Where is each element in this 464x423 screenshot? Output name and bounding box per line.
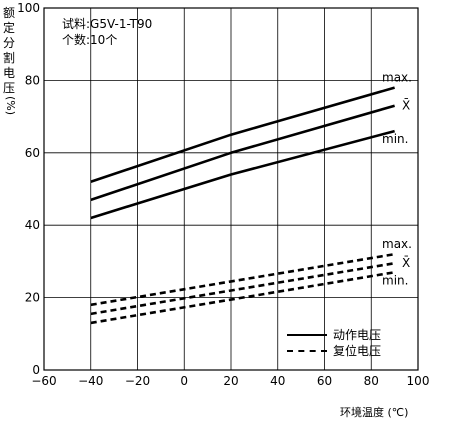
x-tick-label: 40: [270, 374, 285, 388]
y-axis-unit: (%): [4, 96, 17, 116]
series-label: min.: [382, 132, 408, 146]
operate-max-line: [90, 86, 395, 183]
x-tick-label: 100: [407, 374, 430, 388]
x-tick-label: 60: [317, 374, 332, 388]
x-axis-label: 环境温度 (℃): [340, 406, 409, 419]
y-axis-label-char: 压: [2, 81, 15, 95]
y-axis-label-char: 电: [2, 66, 15, 80]
y-tick-label: 80: [25, 73, 40, 87]
operate-min-line: [90, 129, 395, 220]
x-tick-label: 20: [223, 374, 238, 388]
x-tick-label: 0: [180, 374, 188, 388]
series-label: min.: [382, 273, 408, 287]
release-mean-line: [90, 261, 395, 316]
count-note: 个数:10个: [62, 33, 118, 47]
x-tick-label: −20: [125, 374, 150, 388]
y-tick-label: 100: [17, 1, 40, 15]
operate-mean-line: [90, 104, 395, 202]
series-labels: max. X̄ min. max. X̄ min.: [382, 71, 412, 288]
tick-labels: −60 −40 −20 0 20 40 60 80 100 0 20 40 60 80 100: [17, 1, 429, 388]
release-max-line: [90, 252, 395, 307]
y-axis-label-char: 割: [2, 51, 15, 65]
release-min-line: [90, 270, 395, 325]
legend-solid-line-swatch: [287, 334, 327, 336]
series-label: max.: [382, 237, 412, 251]
y-axis-label: 额 定 分 割 电 压 (%): [2, 6, 17, 116]
x-tick-label: −60: [31, 374, 56, 388]
series-label: max.: [382, 71, 412, 85]
y-tick-label: 0: [32, 363, 40, 377]
legend-label-release: 复位电压: [333, 344, 382, 358]
grid-lines: [44, 8, 418, 370]
y-axis-label-char: 分: [2, 36, 15, 50]
x-tick-label: 80: [364, 374, 379, 388]
series-lines: [90, 86, 395, 325]
y-axis-label-char: 定: [2, 21, 15, 35]
y-axis-label-char: 额: [2, 6, 15, 20]
legend-label-operate: 动作电压: [333, 328, 382, 342]
x-tick-label: −40: [78, 374, 103, 388]
specimen-note: 试料:G5V-1-T90: [62, 17, 153, 31]
y-tick-label: 20: [25, 291, 40, 305]
y-tick-label: 40: [25, 218, 40, 232]
series-label: X̄: [402, 99, 410, 113]
legend-dashed-line-swatch: [287, 350, 327, 352]
y-tick-label: 60: [25, 146, 40, 160]
plot-frame: [43, 7, 419, 371]
series-label: X̄: [402, 256, 410, 270]
